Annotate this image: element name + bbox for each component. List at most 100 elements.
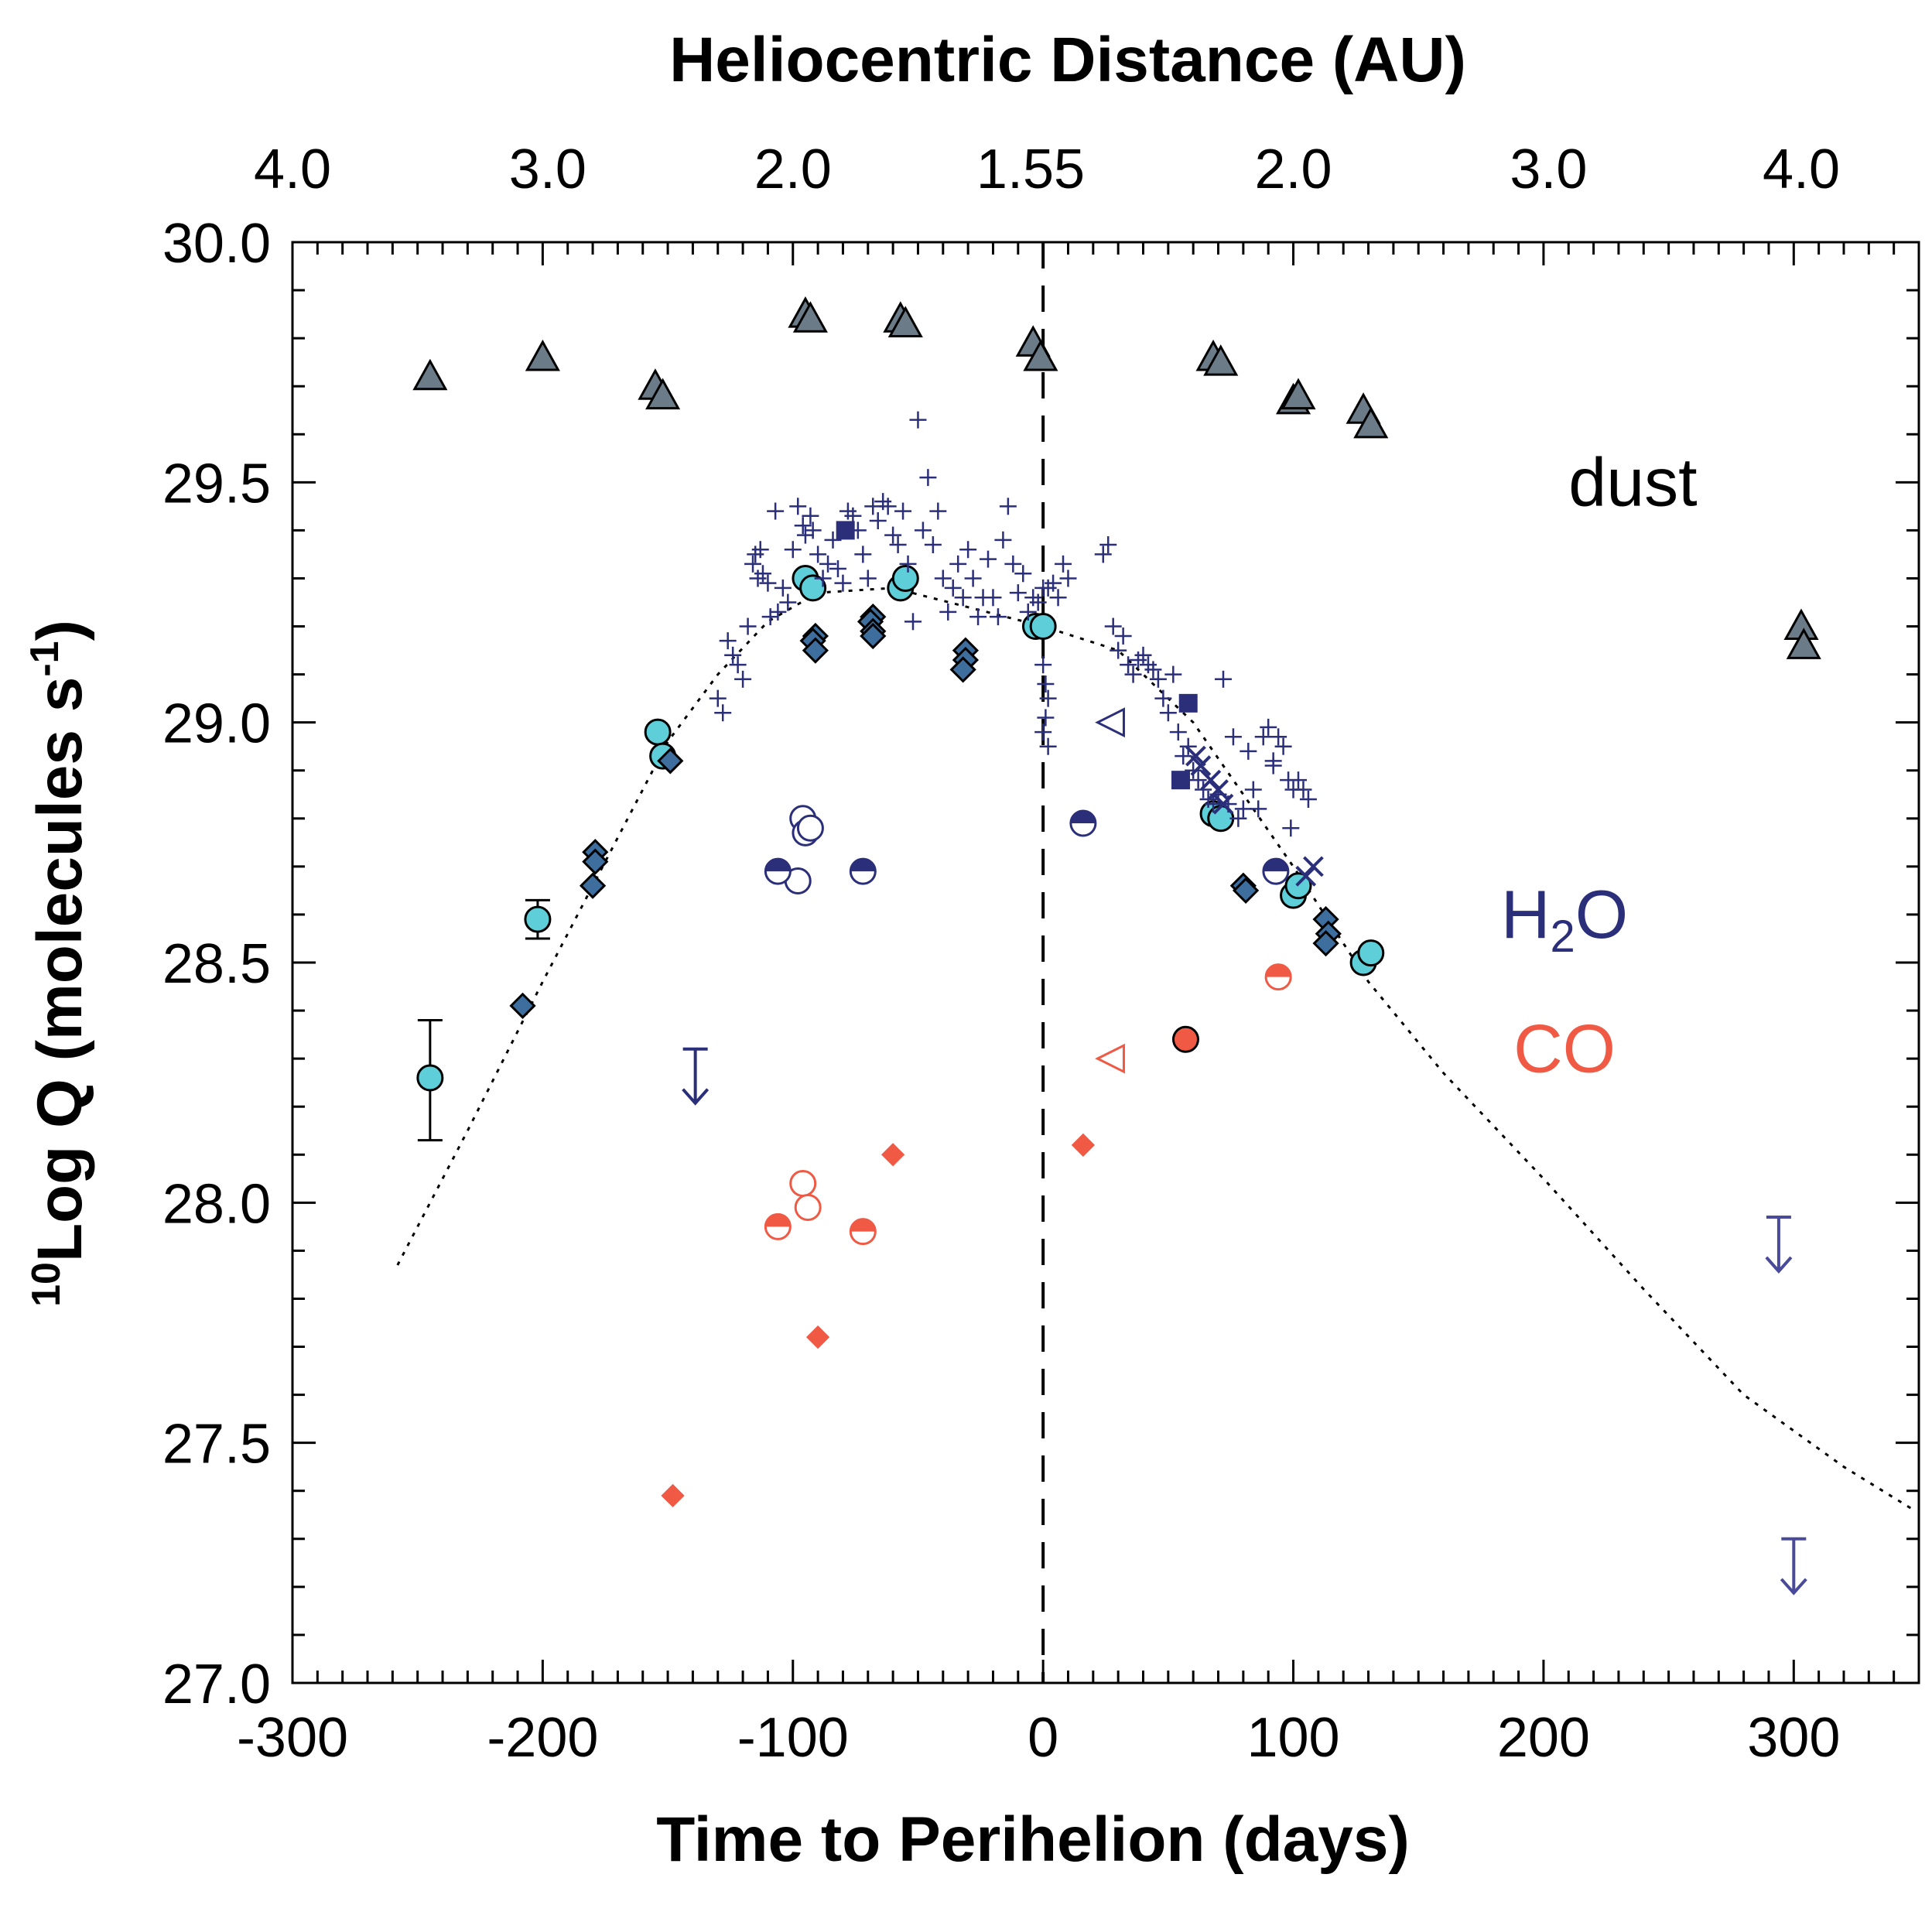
data-point-diamond xyxy=(949,656,976,683)
y-tick-label: 29.5 xyxy=(162,453,271,515)
data-point-plus xyxy=(834,574,852,592)
data-point-diamond xyxy=(657,747,684,775)
data-point-plus xyxy=(964,569,982,587)
data-point-plus xyxy=(761,608,779,626)
data-point-plus xyxy=(784,541,802,559)
data-point-triangle xyxy=(792,301,828,333)
x-tick-label: 100 xyxy=(1246,1707,1339,1769)
limit-arrow xyxy=(1765,1256,1793,1274)
data-point-plus xyxy=(1009,584,1027,602)
annotation-h2o-sub: 2 xyxy=(1551,911,1575,962)
data-point-plus xyxy=(1124,665,1142,683)
data-point-plus xyxy=(1175,747,1192,765)
half-circle-fill xyxy=(1266,964,1291,977)
data-point-circle xyxy=(891,564,919,592)
top-tick-label: 3.0 xyxy=(1510,139,1587,200)
data-point-plus xyxy=(714,704,732,722)
top-tick-label: 2.0 xyxy=(1254,139,1332,200)
x-tick-label: -300 xyxy=(237,1707,348,1769)
data-point-plus xyxy=(869,511,887,529)
data-point-plus xyxy=(1189,771,1207,789)
data-point-diamond xyxy=(1312,930,1339,957)
data-point-plus xyxy=(754,565,771,583)
data-point-plus xyxy=(1110,641,1127,659)
annotation-co: CO xyxy=(1513,1011,1616,1087)
data-point-plus xyxy=(899,555,917,573)
top-tick-label: 3.0 xyxy=(509,139,586,200)
data-point-triangle xyxy=(412,358,448,391)
data-point-plus xyxy=(914,522,932,539)
data-point-plus xyxy=(789,498,807,515)
data-point-plus xyxy=(814,569,832,587)
data-point-square xyxy=(1171,771,1191,790)
data-point-upper-limit xyxy=(1765,1215,1793,1274)
data-point-x xyxy=(1185,745,1206,767)
data-point-plus xyxy=(884,526,902,544)
half-circle-fill xyxy=(1070,811,1096,824)
y-tick-label: 28.5 xyxy=(162,933,271,995)
data-point-half-circle xyxy=(849,1218,877,1246)
annotation-h2o: H2O xyxy=(1501,876,1628,962)
data-point-plus xyxy=(929,502,947,520)
data-point-plus xyxy=(819,555,837,573)
data-point-plus xyxy=(1214,670,1232,688)
data-point-open-triangle-left xyxy=(1095,707,1125,738)
data-point-plus xyxy=(939,603,957,621)
data-point-circle xyxy=(644,718,672,746)
data-point-square xyxy=(1178,693,1198,713)
half-circle-fill xyxy=(765,859,791,872)
data-point-half-circle xyxy=(1264,963,1292,991)
data-point-diamond xyxy=(509,992,536,1019)
data-point-plus xyxy=(954,589,972,607)
model-curve xyxy=(396,587,1915,1511)
data-point-plus xyxy=(1034,656,1052,674)
data-point-plus xyxy=(744,555,762,573)
data-point-plus xyxy=(709,689,727,707)
data-point-plus xyxy=(1234,800,1252,818)
data-point-circle xyxy=(416,1064,444,1092)
data-point-diamond xyxy=(881,1143,905,1167)
y-tick-label: 27.0 xyxy=(162,1654,271,1715)
data-point-plus xyxy=(934,569,952,587)
data-point-triangle xyxy=(1281,378,1316,410)
data-point-plus xyxy=(1270,728,1287,746)
annotation-h2o-h: H xyxy=(1501,876,1551,952)
data-point-triangle xyxy=(1023,339,1058,371)
data-point-plus xyxy=(804,522,822,539)
x-stroke xyxy=(1185,745,1206,767)
data-point-plus xyxy=(1039,737,1057,755)
y-tick-label: 27.5 xyxy=(162,1414,271,1476)
data-point-diamond xyxy=(1232,877,1260,905)
data-point-plus xyxy=(1014,565,1032,583)
data-point-diamond xyxy=(582,848,609,875)
data-point-plus xyxy=(1260,718,1277,736)
data-point-plus xyxy=(1159,704,1177,722)
data-point-plus xyxy=(1294,781,1312,799)
annotation-dust: dust xyxy=(1568,443,1697,520)
data-point-plus xyxy=(1254,728,1272,746)
y-tick-label: 29.0 xyxy=(162,693,271,755)
data-point-plus xyxy=(734,670,752,688)
data-point-plus xyxy=(1209,785,1227,803)
data-point-plus xyxy=(1004,555,1022,573)
data-point-plus xyxy=(1114,627,1132,645)
data-point-triangle xyxy=(525,339,560,371)
data-point-circle xyxy=(1171,1025,1199,1053)
data-marks xyxy=(412,296,1821,1595)
data-point-plus xyxy=(1094,546,1112,563)
data-point-plus xyxy=(1290,771,1308,789)
annotation-h2o-o: O xyxy=(1575,876,1628,952)
limit-arrow xyxy=(1780,1578,1807,1595)
data-point-plus xyxy=(849,522,867,539)
top-tick-label: 2.0 xyxy=(754,139,832,200)
data-point-diamond xyxy=(805,1325,830,1349)
data-point-upper-limit xyxy=(682,1047,710,1106)
data-point-plus xyxy=(1034,723,1052,741)
data-point-plus xyxy=(864,498,882,515)
data-point-plus xyxy=(959,541,977,559)
data-point-plus xyxy=(759,574,777,592)
data-point-plus xyxy=(919,469,937,487)
data-point-diamond xyxy=(802,637,829,664)
data-point-half-circle xyxy=(1069,809,1097,837)
